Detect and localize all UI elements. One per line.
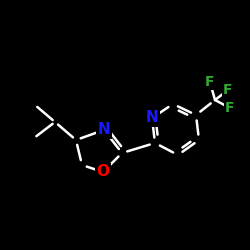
Text: O: O xyxy=(96,164,110,180)
Text: F: F xyxy=(205,75,215,89)
Text: F: F xyxy=(223,83,233,97)
Text: F: F xyxy=(225,101,235,115)
Text: N: N xyxy=(98,122,110,138)
Text: N: N xyxy=(146,110,158,126)
